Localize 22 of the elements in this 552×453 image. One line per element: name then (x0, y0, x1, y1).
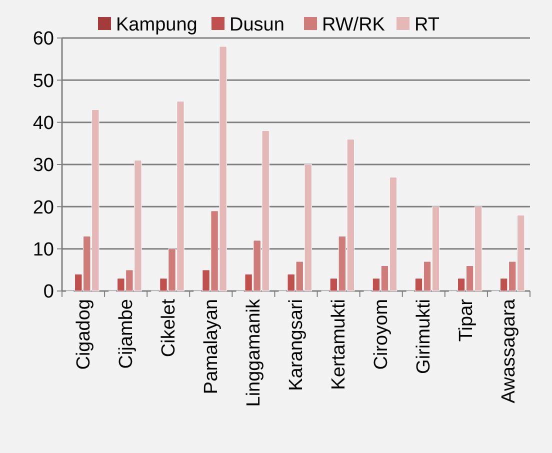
x-tick-label: Tipar (456, 298, 478, 342)
x-tick-label: Pamalayan (200, 299, 222, 394)
y-tick-label: 40 (32, 112, 54, 134)
y-tick-label: 10 (32, 239, 54, 260)
legend-label: RW/RK (322, 14, 386, 36)
x-tick-label: Karangsari (286, 299, 307, 391)
legend-label: Kampung (116, 14, 198, 36)
x-tick-label: Girimukti (414, 299, 435, 374)
y-tick-label: 20 (32, 197, 54, 218)
legend-label: RT (414, 14, 440, 36)
x-tick-label: Kertamukti (328, 299, 350, 390)
x-tick-label: Awassagara (498, 298, 520, 404)
y-tick-label: 50 (32, 70, 54, 92)
y-tick-label: 0 (43, 282, 54, 303)
x-tick-label: Cijambe (116, 299, 137, 369)
y-tick-label: 60 (32, 28, 54, 50)
y-tick-label: 30 (32, 155, 54, 176)
x-tick-label: Ciroyom (371, 299, 392, 370)
x-tick-label: Linggamanik (243, 298, 264, 407)
x-tick-label: Cikelet (158, 298, 180, 358)
legend-label: Dusun (230, 14, 284, 36)
x-tick-label: Cigadog (73, 299, 94, 370)
